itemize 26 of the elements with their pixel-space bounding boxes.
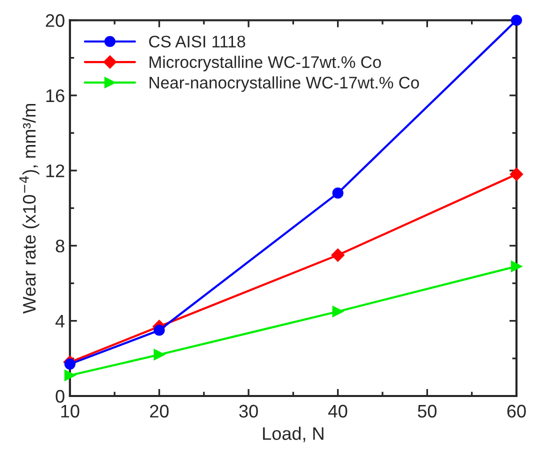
point (332, 188, 344, 199)
legend-label: CS AISI 1118 (149, 36, 246, 48)
x-tick-label: 30 (239, 404, 258, 418)
y-tick-label: 16 (46, 89, 64, 102)
x-tick-label: 60 (507, 404, 526, 418)
y-tick-label: 20 (46, 14, 64, 27)
legend-label: Microcrystalline WC-17wt.% Co (150, 56, 381, 72)
point (331, 248, 344, 262)
point (510, 260, 522, 272)
x-tick-label: 10 (61, 404, 80, 418)
y-tick-label: 4 (55, 314, 65, 328)
x-tick-label: 20 (150, 404, 169, 418)
point (154, 324, 165, 336)
point (64, 358, 76, 370)
y-tick-label: 0 (56, 390, 64, 403)
y-tick-label: 12 (46, 164, 64, 178)
y-tick-label: 8 (56, 240, 64, 252)
point (332, 306, 344, 318)
point (154, 349, 165, 360)
x-tick-label: 40 (328, 404, 348, 418)
point (510, 168, 524, 181)
point (64, 370, 76, 381)
x-tick-label: 50 (418, 404, 437, 418)
legend-label: Near-nanocrystalline WC-17wt.% Co (150, 76, 419, 92)
y-axis-title: Wear rate (x10$^{−4}$), mm³/m (19, 104, 40, 314)
x-axis-title: Load, N (263, 426, 324, 442)
